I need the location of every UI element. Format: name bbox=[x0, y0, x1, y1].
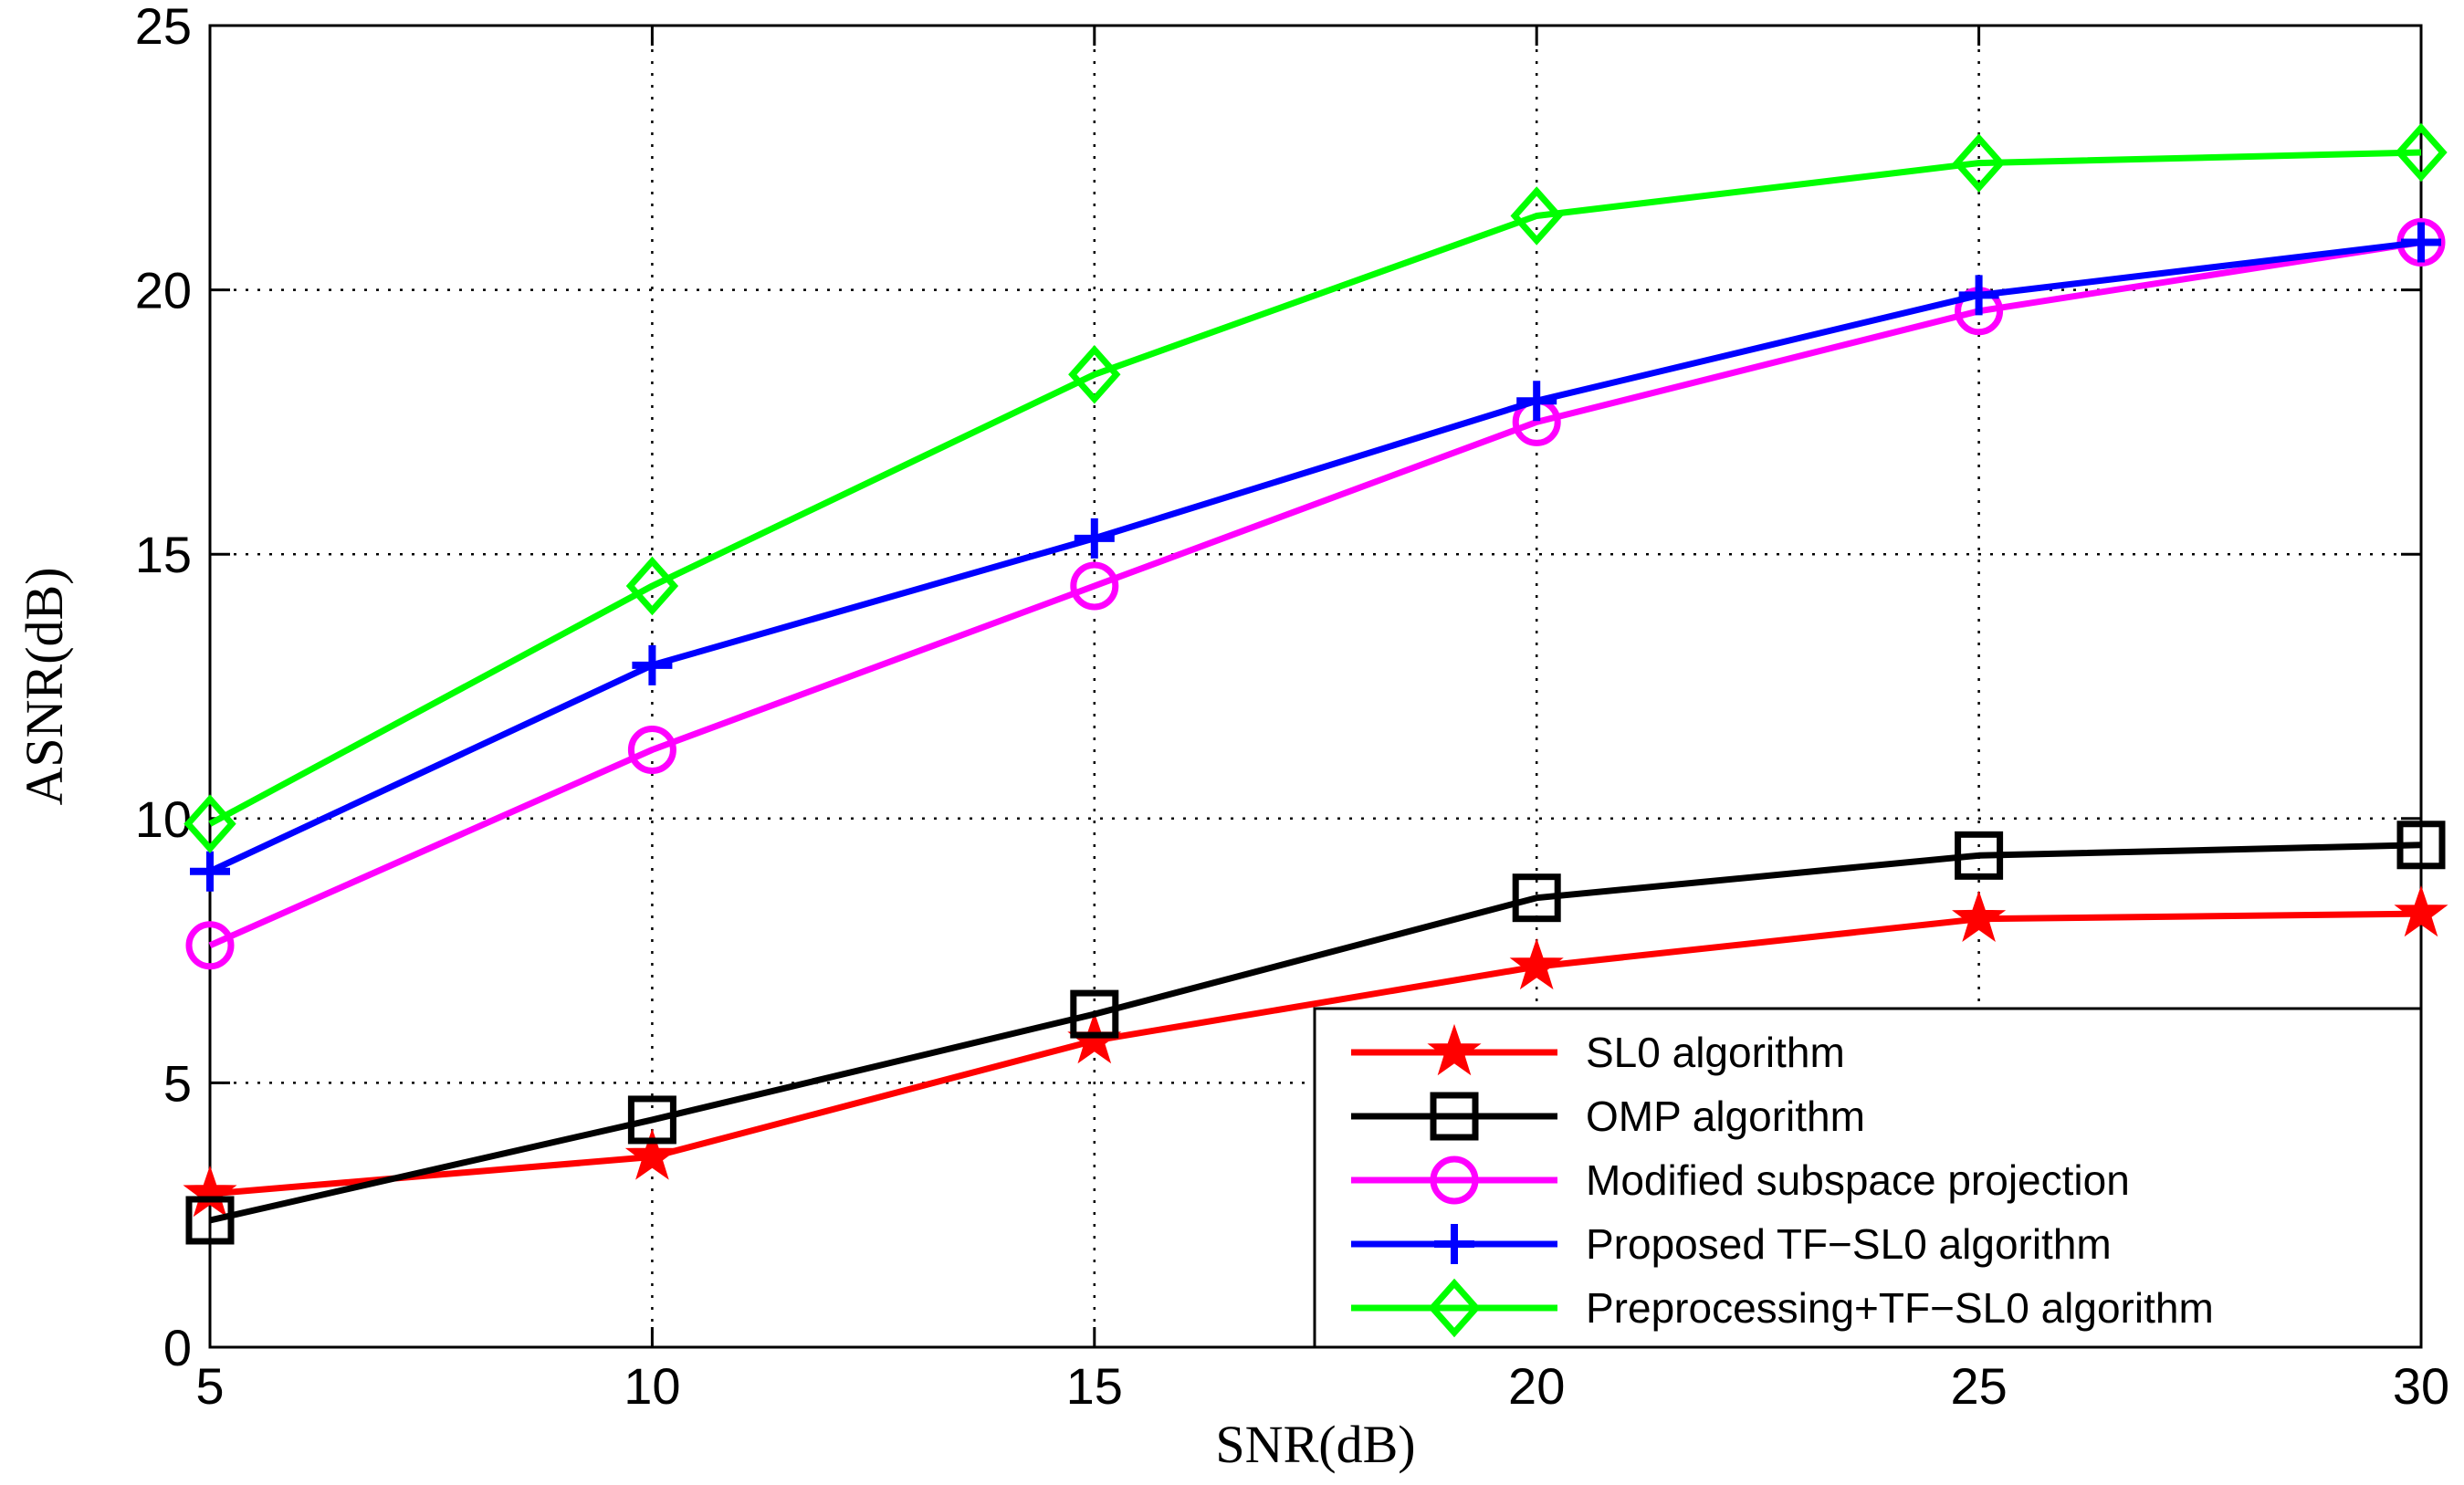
data-point bbox=[1070, 989, 1119, 1039]
x-tick-label: 30 bbox=[2393, 1357, 2449, 1415]
data-point bbox=[1510, 186, 1563, 246]
data-point bbox=[1952, 133, 2006, 193]
y-tick-label: 25 bbox=[135, 0, 192, 55]
data-point bbox=[183, 794, 236, 853]
x-tick-label: 25 bbox=[1950, 1357, 2007, 1415]
legend-entry: Proposed TF−SL0 algorithm bbox=[1351, 1220, 2112, 1268]
legend-label: Proposed TF−SL0 algorithm bbox=[1586, 1220, 2112, 1268]
x-tick-label: 15 bbox=[1066, 1357, 1123, 1415]
series-line bbox=[208, 239, 2422, 874]
x-axis-label: SNR(dB) bbox=[1215, 1415, 1415, 1474]
data-point bbox=[1952, 890, 2007, 943]
legend-marker bbox=[1427, 1023, 1482, 1076]
legend: SL0 algorithm OMP algorithm Modified subsp… bbox=[1313, 1007, 2423, 1349]
data-point bbox=[627, 1095, 676, 1145]
x-tick-label: 5 bbox=[195, 1357, 224, 1415]
legend-entry: Modified subspace projection bbox=[1351, 1156, 2130, 1205]
data-point bbox=[1074, 518, 1115, 559]
series-1 bbox=[185, 821, 2446, 1245]
series-3 bbox=[190, 222, 2441, 892]
series-4 bbox=[183, 122, 2448, 853]
legend-marker bbox=[1434, 1224, 1474, 1264]
data-point bbox=[1516, 381, 1557, 422]
data-point bbox=[2394, 884, 2448, 937]
y-tick-label: 0 bbox=[163, 1319, 192, 1376]
legend-entry: SL0 algorithm bbox=[1351, 1023, 1845, 1076]
legend-label: OMP algorithm bbox=[1586, 1093, 1865, 1140]
data-point bbox=[2395, 122, 2448, 183]
data-point bbox=[185, 1196, 235, 1245]
data-point bbox=[1512, 873, 1561, 923]
legend-label: Modified subspace projection bbox=[1586, 1156, 2130, 1204]
data-point bbox=[2401, 222, 2441, 263]
x-tick-label: 20 bbox=[1508, 1357, 1565, 1415]
series-line bbox=[209, 842, 2422, 1224]
y-tick-label: 10 bbox=[135, 790, 192, 848]
legend-marker bbox=[1430, 1092, 1479, 1141]
legend-entry: OMP algorithm bbox=[1351, 1092, 1865, 1141]
data-point bbox=[625, 556, 679, 616]
y-axis-label: ASNR(dB) bbox=[15, 567, 74, 805]
legend-label: SL0 algorithm bbox=[1586, 1029, 1845, 1076]
data-point bbox=[183, 1165, 237, 1218]
data-point bbox=[632, 644, 673, 685]
data-point bbox=[1068, 345, 1121, 404]
y-tick-label: 5 bbox=[163, 1054, 192, 1112]
data-point bbox=[1955, 831, 2004, 880]
data-point bbox=[2396, 821, 2446, 870]
series-line bbox=[208, 239, 2422, 949]
legend-entry: Preprocessing+TF−SL0 algorithm bbox=[1351, 1278, 2214, 1338]
legend-marker bbox=[1430, 1156, 1479, 1205]
legend-label: Preprocessing+TF−SL0 algorithm bbox=[1586, 1284, 2214, 1332]
data-point bbox=[1958, 275, 1999, 316]
data-point bbox=[185, 921, 235, 970]
series-layer bbox=[183, 122, 2448, 1245]
data-point bbox=[1509, 937, 1564, 990]
data-point bbox=[627, 726, 676, 775]
data-point bbox=[1070, 561, 1119, 611]
x-tick-label: 10 bbox=[624, 1357, 680, 1415]
data-point bbox=[624, 1128, 679, 1180]
y-tick-label: 20 bbox=[135, 262, 192, 319]
y-tick-label: 15 bbox=[135, 526, 192, 583]
data-point bbox=[190, 851, 230, 892]
series-2 bbox=[185, 217, 2446, 970]
series-line bbox=[209, 910, 2422, 1197]
series-line bbox=[208, 149, 2422, 827]
legend-marker bbox=[1428, 1278, 1481, 1338]
